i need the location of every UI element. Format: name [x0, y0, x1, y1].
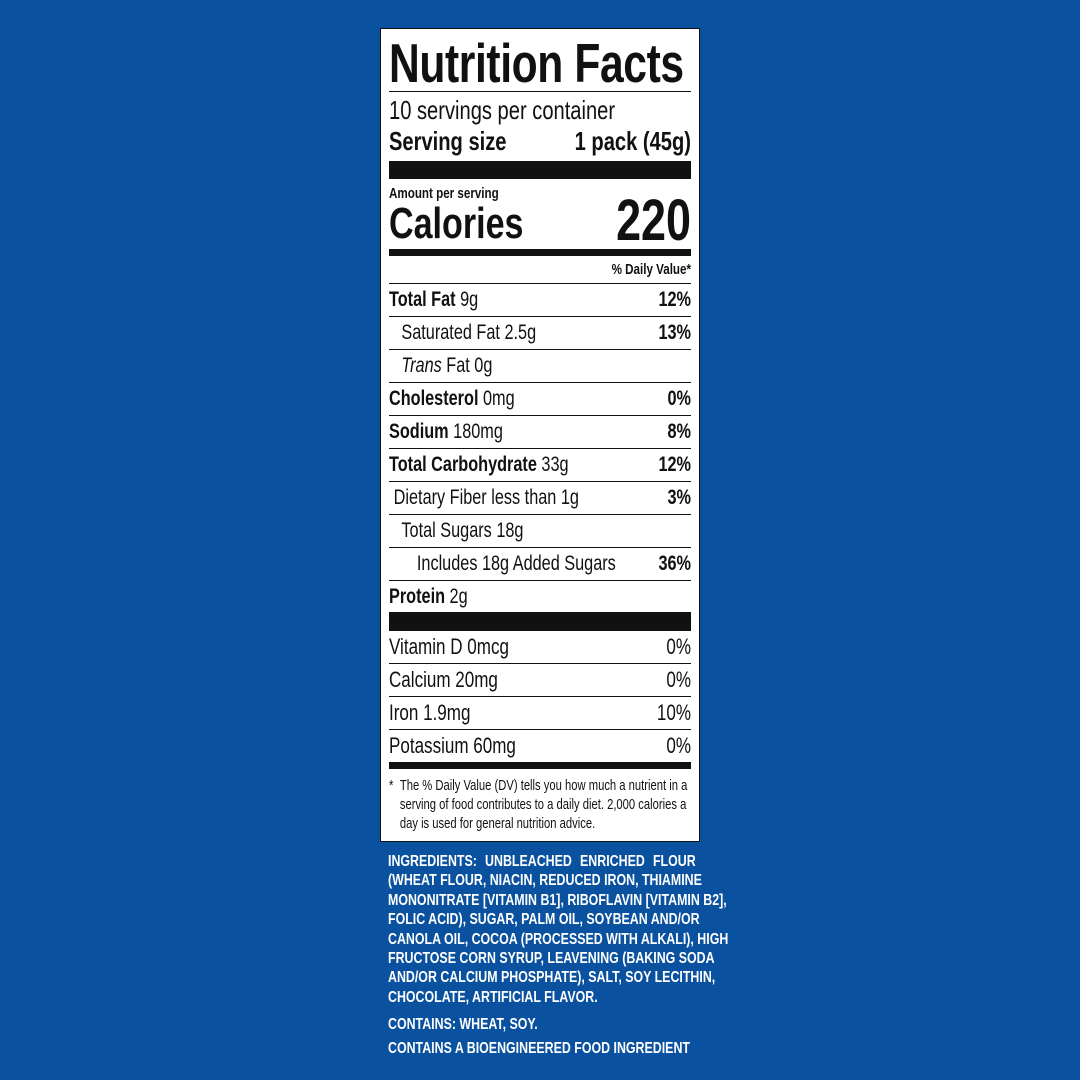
- calories-row: Calories 220: [389, 192, 691, 250]
- daily-value-header: % Daily Value*: [389, 261, 692, 284]
- dv-value: 0%: [667, 387, 692, 410]
- nutrient-row-protein: Protein 2g: [389, 585, 468, 608]
- nutrient-row-sodium: Sodium 180mg 8%: [389, 416, 692, 449]
- nutrient-row-trans-fat: Trans Fat 0g: [389, 350, 692, 383]
- divider: [389, 91, 692, 92]
- ingredients-line: CHOCOLATE, ARTIFICIAL FLAVOR.: [388, 988, 598, 1006]
- nutrient-row-saturated-fat: Saturated Fat 2.5g 13%: [389, 317, 692, 350]
- nutrient-row-total-sugars: Total Sugars 18g: [389, 515, 692, 548]
- ingredients-line: CANOLA OIL, COCOA (PROCESSED WITH ALKALI…: [388, 930, 729, 948]
- amount-per-serving: Amount per serving: [389, 185, 499, 202]
- calories-label: Calories: [389, 199, 524, 248]
- medium-divider: [389, 249, 692, 256]
- dv-value: 36%: [658, 552, 692, 575]
- vitamin-row-potassium: Potassium 60mg 0%: [389, 733, 692, 758]
- medium-divider: [389, 762, 692, 769]
- serving-size-value: 1 pack (45g): [574, 126, 692, 156]
- serving-size-label: Serving size: [389, 126, 507, 156]
- dv-value: 13%: [658, 321, 692, 344]
- ingredients-line: FRUCTOSE CORN SYRUP, LEAVENING (BAKING S…: [388, 950, 715, 968]
- nutrient-row-dietary-fiber: Dietary Fiber less than 1g 3%: [389, 482, 692, 515]
- ingredients-line: INGREDIENTS: UNBLEACHED ENRICHED FLOUR: [388, 853, 696, 870]
- nutrient-row-cholesterol: Cholesterol 0mg 0%: [389, 383, 692, 416]
- calories-value: 220: [616, 188, 692, 253]
- serving-size: Serving size 1 pack (45g): [389, 126, 691, 156]
- dv-value: 12%: [658, 288, 692, 311]
- allergen-statement: CONTAINS: WHEAT, SOY.: [388, 1016, 538, 1034]
- ingredients-line: FOLIC ACID), SUGAR, PALM OIL, SOYBEAN AN…: [388, 911, 700, 929]
- dv-value: 8%: [667, 420, 692, 443]
- thick-divider: [389, 161, 692, 179]
- ingredients-line: MONONITRATE [VITAMIN B1], RIBOFLAVIN [VI…: [388, 891, 727, 909]
- nutrient-row-total-fat: Total Fat 9g 12%: [389, 284, 692, 317]
- nutrition-facts-label: Nutrition Facts 10 servings per containe…: [380, 28, 700, 842]
- thick-divider: [389, 612, 692, 631]
- daily-value-footnote: * The % Daily Value (DV) tells you how m…: [389, 778, 688, 832]
- vitamin-row-calcium: Calcium 20mg 0%: [389, 664, 692, 697]
- bioengineered-statement: CONTAINS A BIOENGINEERED FOOD INGREDIENT: [388, 1040, 690, 1058]
- nutrient-row-total-carbohydrate: Total Carbohydrate 33g 12%: [389, 449, 692, 482]
- vitamin-row-vitamin-d: Vitamin D 0mcg 0%: [389, 631, 692, 664]
- label-title: Nutrition Facts: [389, 32, 684, 94]
- dv-value: 12%: [658, 453, 692, 476]
- ingredients-line: (WHEAT FLOUR, NIACIN, REDUCED IRON, THIA…: [388, 872, 702, 890]
- servings-per-container: 10 servings per container: [389, 95, 616, 125]
- ingredients-line: AND/OR CALCIUM PHOSPHATE), SALT, SOY LEC…: [388, 969, 716, 987]
- ingredients-block: INGREDIENTS: UNBLEACHED ENRICHED FLOUR (…: [388, 852, 729, 1061]
- vitamin-row-iron: Iron 1.9mg 10%: [389, 697, 692, 730]
- dv-value: 3%: [667, 486, 692, 509]
- nutrient-row-added-sugars: Includes 18g Added Sugars 36%: [389, 548, 692, 581]
